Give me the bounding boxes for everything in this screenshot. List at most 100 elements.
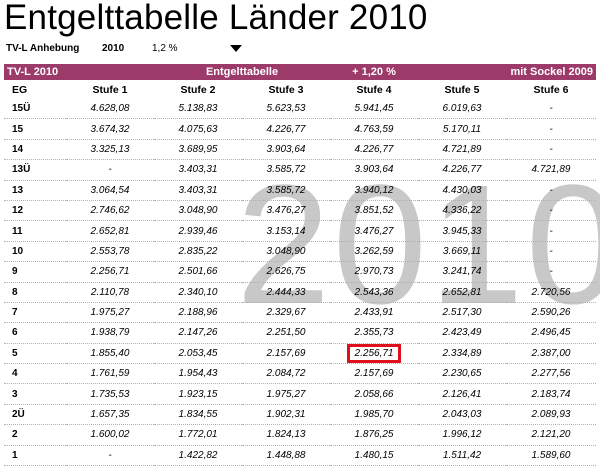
salary-cell: 2.835,22: [154, 241, 243, 263]
salary-cell: 5.170,11: [418, 118, 507, 140]
salary-cell: 1.448,88: [242, 445, 331, 466]
table-row: 12 2.746,62 3.048,90 3.476,27 3.851,52 4.336,…: [4, 200, 597, 222]
salary-cell: 1.975,27: [66, 302, 155, 324]
column-header-eg: EG: [12, 83, 28, 96]
salary-cell: 1.855,40: [66, 343, 155, 365]
salary-cell: 3.064,54: [66, 180, 155, 201]
table-row: 5 1.855,40 2.053,45 2.157,69 2.256,71 2.334,8…: [4, 343, 597, 365]
salary-cell: -: [506, 118, 597, 140]
salary-cell: 4.075,63: [154, 118, 243, 140]
salary-cell: 2.256,71: [66, 261, 155, 283]
salary-cell: 1.975,27: [242, 383, 331, 405]
salary-cell: 1.511,42: [418, 445, 507, 466]
salary-cell: 4.763,59: [330, 118, 419, 140]
table-row: 1-1.422,82 1.448,88 1.480,15 1.511,42 1.589,…: [4, 445, 597, 466]
salary-cell: 2.517,30: [418, 302, 507, 324]
salary-cell: 2.720,56: [506, 282, 597, 303]
pay-group-label: 11: [4, 220, 66, 242]
salary-cell: -: [506, 99, 597, 120]
pay-group-label: 6: [4, 322, 66, 344]
salary-cell: 1.996,12: [418, 424, 507, 446]
salary-table-container: 2010 TV-L 2010 Entgelttabelle + 1,20 % m…: [4, 64, 600, 466]
salary-cell: 2.043,03: [418, 404, 507, 426]
salary-cell: 1.824,13: [242, 424, 331, 446]
raise-percent-value[interactable]: 1,2 %: [152, 43, 178, 54]
salary-cell: 2.652,81: [66, 220, 155, 242]
column-header-stufe-4: Stufe 4: [356, 83, 392, 96]
salary-cell: -: [506, 220, 597, 242]
table-row: 11 2.652,81 2.939,46 3.153,14 3.476,27 3.945,…: [4, 220, 597, 242]
salary-cell: 3.241,74: [418, 261, 507, 283]
salary-cell: 1.985,70: [330, 404, 419, 426]
salary-cell: 3.048,90: [154, 200, 243, 222]
salary-cell: 2.340,10: [154, 282, 243, 303]
table-row: 4 1.761,59 1.954,43 2.084,72 2.157,69 2.230,6…: [4, 363, 597, 385]
salary-cell: 4.721,89: [418, 139, 507, 161]
salary-cell: 2.501,66: [154, 261, 243, 283]
table-row: 14 3.325,13 3.689,95 3.903,64 4.226,77 4.721,…: [4, 139, 597, 161]
salary-cell: 2.329,67: [242, 302, 331, 324]
salary-cell: 4.430,03: [418, 180, 507, 201]
salary-cell: -: [506, 200, 597, 222]
pay-group-label: 15: [4, 118, 66, 140]
salary-cell: 1.772,01: [154, 424, 243, 446]
salary-cell: 2.053,45: [154, 343, 243, 365]
table-row: 10 2.553,78 2.835,22 3.048,90 3.262,59 3.669,…: [4, 241, 597, 263]
salary-cell: 2.147,26: [154, 322, 243, 344]
salary-cell: 3.585,72: [242, 159, 331, 181]
pay-group-label: 13Ü: [4, 159, 66, 181]
table-band-header: TV-L 2010 Entgelttabelle + 1,20 % mit So…: [4, 64, 597, 80]
salary-cell: 2.084,72: [242, 363, 331, 385]
pay-group-label: 9: [4, 261, 66, 283]
table-row: 13Ü -3.403,31 3.585,72 3.903,64 4.226,77 4.72…: [4, 159, 597, 181]
salary-cell: 2.590,26: [506, 302, 597, 324]
table-row: 13 3.064,54 3.403,31 3.585,72 3.940,12 4.430,…: [4, 180, 597, 201]
pay-group-label: 10: [4, 241, 66, 263]
band-title: TV-L 2010: [4, 64, 155, 80]
salary-cell: 2.355,73: [330, 322, 419, 344]
salary-cell: 2.277,56: [506, 363, 597, 385]
salary-cell: 2.334,89: [418, 343, 507, 365]
salary-cell: 4.226,77: [330, 139, 419, 161]
column-header-row: EG Stufe 1 Stufe 2 Stufe 3 Stufe 4 Stufe 5 Stu…: [4, 80, 596, 99]
raise-label: TV-L Anhebung: [6, 43, 80, 54]
salary-cell: 3.674,32: [66, 118, 155, 140]
pay-group-label: 12: [4, 200, 66, 222]
salary-cell: 2.183,74: [506, 383, 597, 405]
raise-year: 2010: [102, 43, 125, 54]
salary-cell: 1.923,15: [154, 383, 243, 405]
salary-cell: 3.903,64: [242, 139, 331, 161]
salary-cell: -: [66, 159, 155, 181]
salary-cell: 2.121,20: [506, 424, 597, 446]
salary-cell: 3.262,59: [330, 241, 419, 263]
highlighted-salary-value: 2.256,71: [346, 343, 402, 363]
salary-cell: 3.903,64: [330, 159, 419, 181]
salary-cell: 3.476,27: [242, 200, 331, 222]
column-header-stufe-5: Stufe 5: [444, 83, 480, 96]
salary-cell: 2.939,46: [154, 220, 243, 242]
pay-group-label: 8: [4, 282, 66, 303]
salary-cell: 2.543,36: [330, 282, 419, 303]
pay-group-label: 1: [4, 445, 66, 466]
salary-cell: 2.652,81: [418, 282, 507, 303]
pay-group-label: 5: [4, 343, 66, 365]
table-row: 6 1.938,79 2.147,26 2.251,50 2.355,73 2.423,4…: [4, 322, 597, 344]
salary-cell: 4.226,77: [242, 118, 331, 140]
salary-cell: 1.422,82: [154, 445, 243, 466]
table-row: 2 1.600,02 1.772,01 1.824,13 1.876,25 1.996,1…: [4, 424, 597, 446]
salary-cell: 2.126,41: [418, 383, 507, 405]
salary-cell: 5.941,45: [330, 99, 419, 120]
salary-cell: 3.940,12: [330, 180, 419, 201]
band-increase: + 1,20 %: [330, 64, 419, 80]
pay-group-label: 2: [4, 424, 66, 446]
triangle-down-icon[interactable]: [230, 45, 242, 52]
salary-cell: -: [506, 139, 597, 161]
salary-cell: 5.138,83: [154, 99, 243, 120]
salary-cell: 2.058,66: [330, 383, 419, 405]
salary-cell: 2.970,73: [330, 261, 419, 283]
salary-cell: 4.226,77: [418, 159, 507, 181]
table-row: 15 3.674,32 4.075,63 4.226,77 4.763,59 5.170,…: [4, 118, 597, 140]
column-header-stufe-3: Stufe 3: [268, 83, 304, 96]
salary-cell: 1.735,53: [66, 383, 155, 405]
column-header-stufe-2: Stufe 2: [180, 83, 216, 96]
